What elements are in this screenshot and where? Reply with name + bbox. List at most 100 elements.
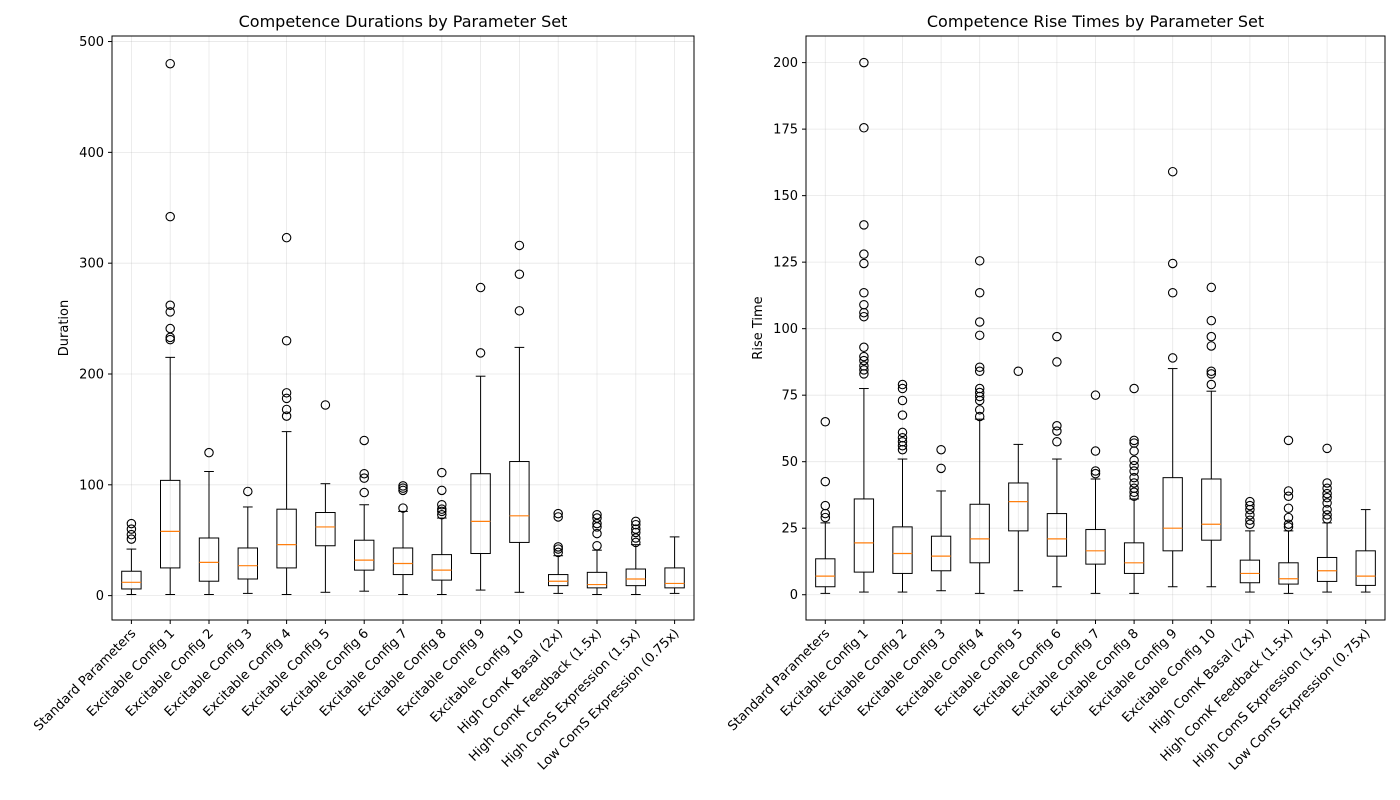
outlier-point [1129,483,1139,494]
outlier-point [1245,510,1255,520]
outlier-point [437,467,447,478]
box-group [1278,435,1299,594]
box-group [1316,443,1338,593]
outlier-point [897,436,908,447]
outlier-point [437,485,447,496]
box-group [392,481,414,596]
outlier-point [1129,460,1139,471]
outlier-point [553,547,563,558]
box-group [969,256,990,594]
y-tick-label: 50 [781,455,798,470]
outlier-point [859,220,869,230]
box-group [431,467,453,596]
box [1355,550,1376,586]
box [969,503,990,564]
outlier-point [1322,488,1332,499]
box [1162,477,1183,552]
outlier-point [1090,446,1101,456]
outlier-point [936,444,946,455]
y-tick-label: 75 [781,389,798,404]
outlier-point [1322,514,1332,524]
box [160,479,181,569]
box-group [1123,383,1145,594]
outlier-point [974,362,985,372]
y-tick-label: 0 [96,589,104,604]
outlier-point [281,388,292,398]
y-tick-label: 500 [79,35,104,50]
outlier-point [1245,515,1255,525]
outlier-point [359,487,369,498]
box [1046,513,1068,557]
outlier-point [1245,500,1255,511]
box-group [815,417,836,594]
box-group [1085,390,1106,594]
outlier-point [897,395,908,406]
outlier-point [204,447,214,458]
outlier-point [631,519,641,530]
box [1085,529,1106,565]
outlier-point [1322,483,1332,494]
outlier-point [1129,478,1139,488]
y-tick-label: 100 [79,478,104,493]
box [930,535,952,572]
box [548,574,569,587]
y-tick-label: 100 [773,322,798,337]
outlier-point [553,542,563,552]
outlier-point [553,508,563,519]
outlier-point [1129,487,1139,498]
outlier-point [974,405,985,415]
box-group [892,379,913,593]
outlier-point [1283,435,1294,446]
box [237,547,259,580]
outlier-point [514,269,525,280]
outlier-point [437,500,447,510]
outlier-point [820,512,831,523]
outlier-point [1283,519,1294,529]
box-group [354,435,375,592]
outlier-point [859,365,869,375]
outlier-point [1322,504,1332,515]
outlier-point [1052,331,1062,342]
box [853,498,875,573]
y-tick-label: 175 [773,123,798,138]
outlier-point [437,504,447,514]
x-tick-label: Low ComS Expression (0.75x) [535,626,682,773]
box-group [548,508,569,594]
box-group [625,516,646,596]
box-group [1355,509,1376,593]
box-group [586,509,608,596]
outlier-point [1322,443,1332,454]
box-group [664,536,685,594]
box-group [1201,282,1222,588]
box-group [1046,331,1068,588]
box [625,568,646,587]
box [470,473,491,555]
outlier-point [281,411,292,421]
box [354,539,375,571]
box [1316,556,1338,582]
y-tick-label: 200 [773,56,798,71]
box [1239,559,1261,584]
outlier-point [859,258,869,269]
outlier-point [974,366,985,376]
outlier-point [1206,341,1217,351]
outlier-point [1129,472,1139,483]
x-tick-label: Low ComS Expression (0.75x) [1226,626,1373,773]
outlier-point [398,503,408,513]
outlier-point [859,57,869,68]
outlier-point [475,282,486,293]
box [892,526,913,574]
y-tick-label: 25 [781,522,798,537]
outlier-point [1129,435,1139,446]
outlier-point [1245,519,1255,529]
y-tick-label: 125 [773,256,798,271]
outlier-point [897,410,908,420]
box-group [237,486,259,594]
outlier-point [1129,466,1139,476]
outlier-point [1206,379,1217,390]
box-group [160,58,181,596]
outlier-point [631,516,641,527]
outlier-point [820,476,831,487]
